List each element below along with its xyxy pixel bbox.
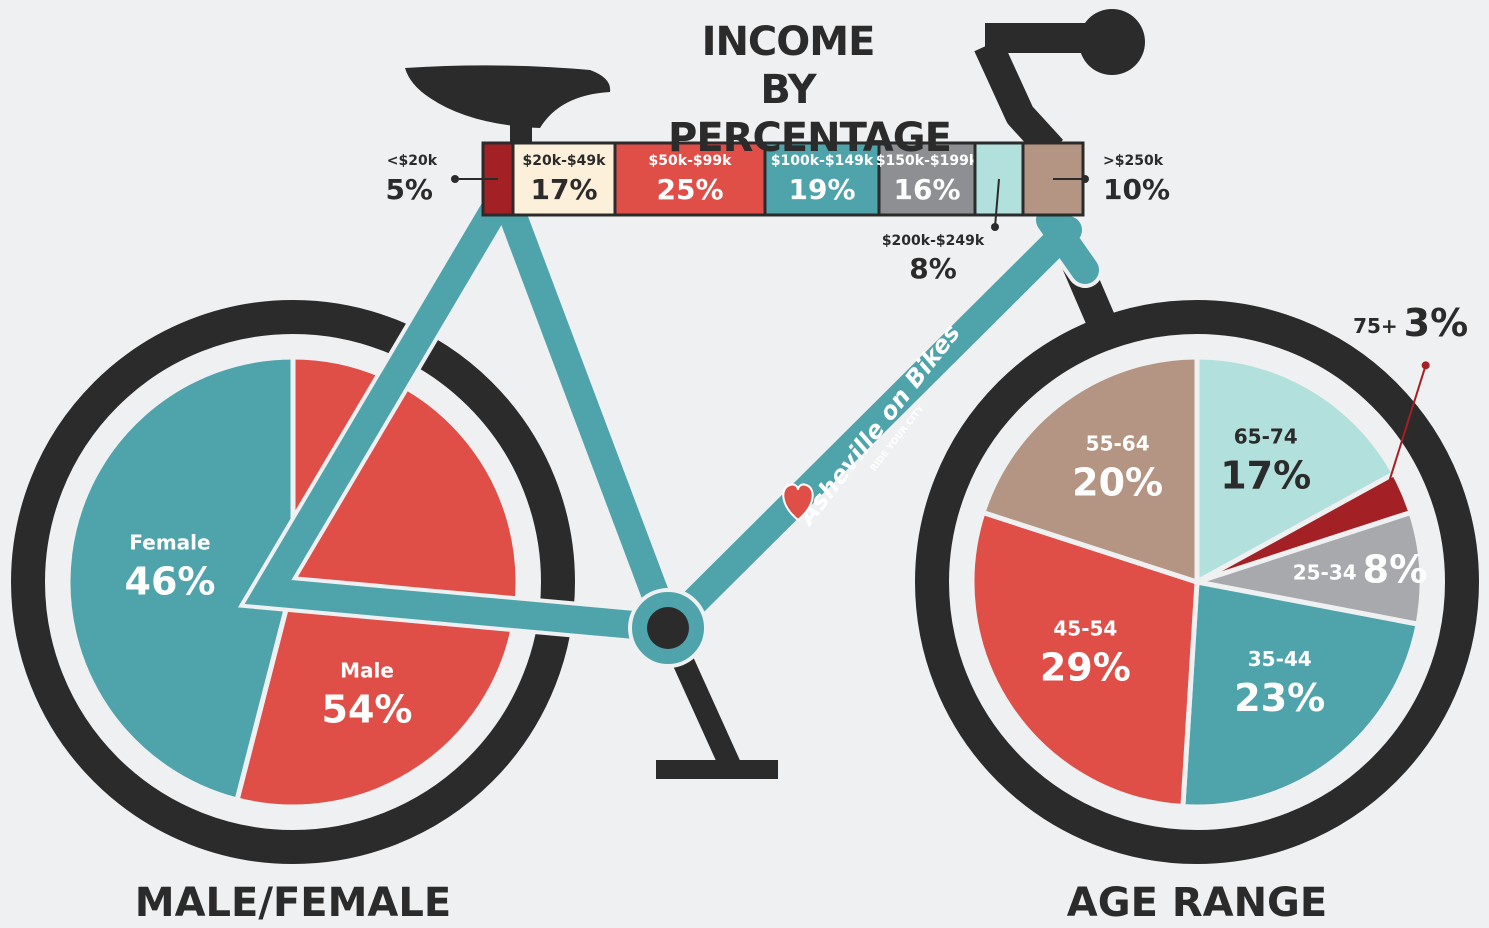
chart-title: AGE RANGE — [1067, 880, 1327, 926]
value-label: 46% — [125, 560, 216, 604]
page: Asheville on Bikes RIDE YOUR CITY MALE/F… — [0, 0, 1489, 928]
category-label: Male — [340, 659, 394, 683]
chart-title: MALE/FEMALE — [135, 880, 451, 926]
value-label: 5% — [385, 173, 433, 206]
category-label: $200k-$249k — [882, 233, 985, 249]
category-label: 55-64 — [1086, 431, 1150, 455]
chart-title: INCOME BY PERCENTAGE — [668, 18, 908, 162]
value-label: 17% — [530, 173, 597, 206]
leader-dot — [991, 223, 999, 231]
category-label: >$250k — [1103, 153, 1164, 169]
category-label: <$20k — [387, 153, 438, 169]
category-label: 75+ — [1353, 314, 1398, 338]
saddle — [405, 65, 610, 128]
crank-hub — [647, 607, 689, 649]
value-label: 29% — [1040, 645, 1131, 689]
value-label: 17% — [1220, 453, 1311, 497]
value-label: 8% — [1363, 547, 1428, 591]
value-label: 54% — [322, 688, 413, 732]
value-label: 19% — [788, 173, 855, 206]
category-label: 25-34 — [1293, 560, 1357, 584]
category-label: $20k-$49k — [523, 153, 607, 169]
value-label: 3% — [1404, 301, 1469, 345]
category-label: Female — [129, 531, 210, 555]
value-label: 25% — [656, 173, 723, 206]
leader-dot — [1422, 361, 1430, 369]
value-label: 23% — [1234, 676, 1325, 720]
value-label: 8% — [909, 252, 957, 285]
value-label: 20% — [1072, 460, 1163, 504]
pedal — [656, 760, 778, 779]
category-label: 45-54 — [1053, 616, 1117, 640]
category-label: 35-44 — [1248, 647, 1312, 671]
leader-dot — [451, 175, 459, 183]
leader-dot — [1081, 175, 1089, 183]
value-label: 10% — [1103, 173, 1170, 206]
value-label: 16% — [893, 173, 960, 206]
handle-grip — [1079, 9, 1145, 75]
category-label: 65-74 — [1234, 424, 1298, 448]
